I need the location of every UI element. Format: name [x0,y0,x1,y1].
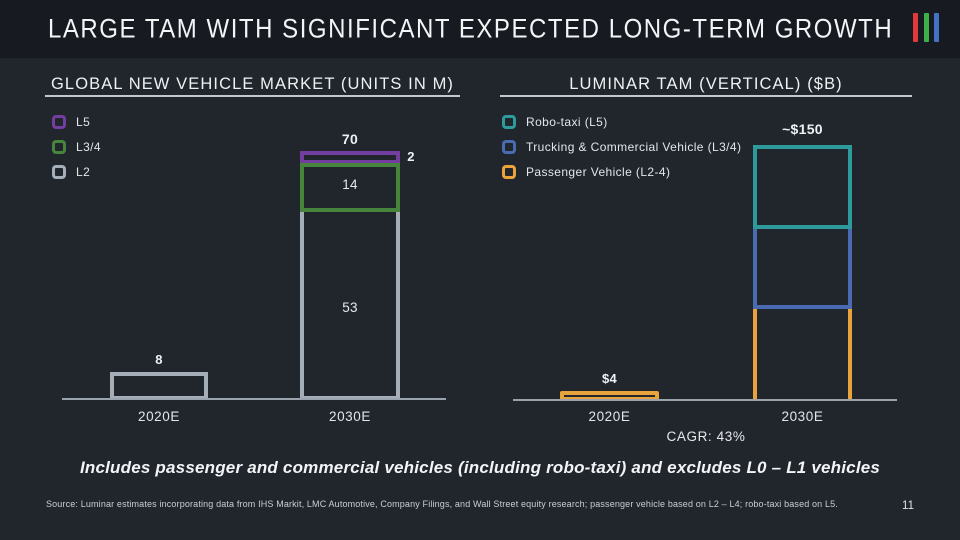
trucking-swatch-icon [502,139,516,154]
legend-label: L3/4 [76,139,101,154]
luminar-logo-icon [913,13,939,42]
logo-bar-red [913,13,918,42]
cagr-label: CAGR: 43% [666,429,746,444]
takeaway-text: Includes passenger and commercial vehicl… [79,458,881,477]
right-bar-2030-trucking [753,229,852,309]
right-x-label-2030: 2030E [781,409,824,424]
legend-label: Trucking & Commercial Vehicle (L3/4) [526,139,742,154]
right-title-rule [500,95,912,97]
legend-item-passenger: Passenger Vehicle (L2-4) [502,164,741,179]
left-chart-title: GLOBAL NEW VEHICLE MARKET (UNITS IN M) [50,74,455,93]
legend-item-robotaxi: Robo-taxi (L5) [502,114,741,129]
right-chart-legend: Robo-taxi (L5) Trucking & Commercial Veh… [502,114,741,179]
robotaxi-swatch-icon [502,114,516,129]
right-bar-2030-robotaxi [753,145,852,229]
passenger-swatch-icon [502,164,516,179]
left-x-label-2030: 2030E [328,409,372,424]
left-2020-total-label: 8 [155,352,163,367]
logo-bar-blue [934,13,939,42]
left-2030-l2-label: 53 [342,300,358,315]
left-x-axis [62,398,446,400]
l2-swatch-icon [52,164,66,179]
legend-item-trucking: Trucking & Commercial Vehicle (L3/4) [502,139,741,154]
l34-swatch-icon [52,139,66,154]
left-title-rule [45,95,460,97]
left-2030-total-label: 70 [341,131,359,147]
page-title: LARGE TAM WITH SIGNIFICANT EXPECTED LONG… [48,13,894,44]
legend-label: Passenger Vehicle (L2-4) [526,164,671,179]
right-2020-total-label: $4 [601,371,618,386]
left-2030-l5-label: 2 [407,149,415,164]
logo-bar-green [923,13,929,42]
left-bar-2020-l2 [110,372,208,400]
legend-item-l5: L5 [52,114,101,129]
right-x-label-2020: 2020E [588,409,631,424]
legend-label: L5 [76,114,91,129]
legend-item-l2: L2 [52,164,101,179]
left-2030-l34-label: 14 [342,177,358,192]
right-bar-2030-passenger [753,309,852,399]
left-bar-2030-l34 [300,163,400,212]
source-note: Source: Luminar estimates incorporating … [46,499,838,509]
page-number: 11 [902,500,914,512]
legend-label: L2 [76,164,91,179]
right-x-axis [513,399,897,401]
legend-label: Robo-taxi (L5) [526,114,608,129]
left-x-label-2020: 2020E [137,409,181,424]
right-chart-title: LUMINAR TAM (VERTICAL) ($B) [569,74,843,93]
slide-header: LARGE TAM WITH SIGNIFICANT EXPECTED LONG… [0,0,960,58]
legend-item-l34: L3/4 [52,139,101,154]
left-chart-legend: L5 L3/4 L2 [52,114,101,179]
left-bar-2030-l5 [300,151,400,164]
l5-swatch-icon [52,114,66,129]
right-2030-total-label: ~$150 [782,121,823,137]
